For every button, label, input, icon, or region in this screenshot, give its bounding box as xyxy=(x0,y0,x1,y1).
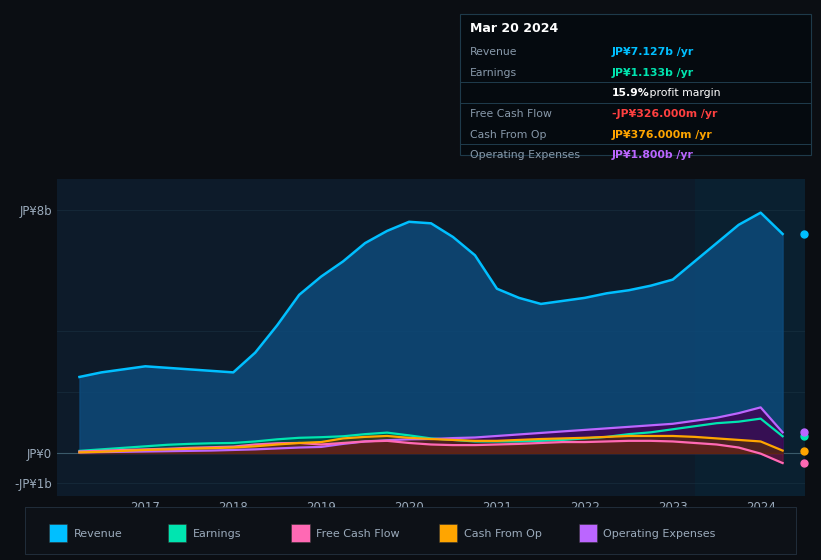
Text: JP¥7.127b /yr: JP¥7.127b /yr xyxy=(612,47,694,57)
Text: Operating Expenses: Operating Expenses xyxy=(470,151,580,161)
Text: Earnings: Earnings xyxy=(470,68,516,78)
Text: Earnings: Earnings xyxy=(193,529,241,539)
Text: Mar 20 2024: Mar 20 2024 xyxy=(470,22,557,35)
Text: Cash From Op: Cash From Op xyxy=(470,130,546,140)
Text: Free Cash Flow: Free Cash Flow xyxy=(316,529,400,539)
Text: JP¥1.800b /yr: JP¥1.800b /yr xyxy=(612,151,694,161)
Text: JP¥376.000m /yr: JP¥376.000m /yr xyxy=(612,130,713,140)
Text: Free Cash Flow: Free Cash Flow xyxy=(470,109,552,119)
Text: profit margin: profit margin xyxy=(646,88,721,99)
Text: -JP¥326.000m /yr: -JP¥326.000m /yr xyxy=(612,109,717,119)
Text: Revenue: Revenue xyxy=(74,529,122,539)
Text: JP¥1.133b /yr: JP¥1.133b /yr xyxy=(612,68,694,78)
Text: Revenue: Revenue xyxy=(470,47,517,57)
Text: Cash From Op: Cash From Op xyxy=(464,529,542,539)
Text: Operating Expenses: Operating Expenses xyxy=(603,529,716,539)
Text: 15.9%: 15.9% xyxy=(612,88,649,99)
Bar xyxy=(695,179,821,496)
